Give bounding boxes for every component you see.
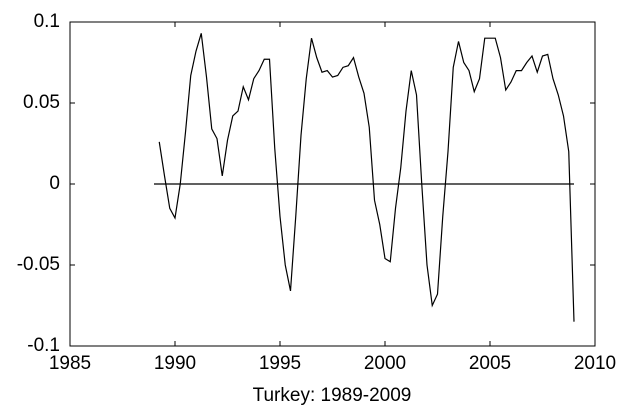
y-tick-label: 0.05 bbox=[23, 92, 60, 113]
x-tick-label: 2005 bbox=[469, 353, 511, 374]
x-axis-label: Turkey: 1989-2009 bbox=[253, 385, 412, 406]
x-tick-label: 1990 bbox=[154, 353, 196, 374]
y-tick-label: -0.05 bbox=[17, 254, 60, 275]
x-tick-label: 1985 bbox=[49, 353, 91, 374]
y-tick-label: 0.1 bbox=[34, 11, 60, 32]
y-tick-label: -0.1 bbox=[27, 335, 60, 356]
y-tick-label: 0 bbox=[49, 173, 60, 194]
line-series bbox=[158, 33, 575, 322]
x-tick-label: 1995 bbox=[259, 353, 301, 374]
x-tick-label: 2000 bbox=[364, 353, 406, 374]
x-tick-label: 2010 bbox=[574, 353, 616, 374]
